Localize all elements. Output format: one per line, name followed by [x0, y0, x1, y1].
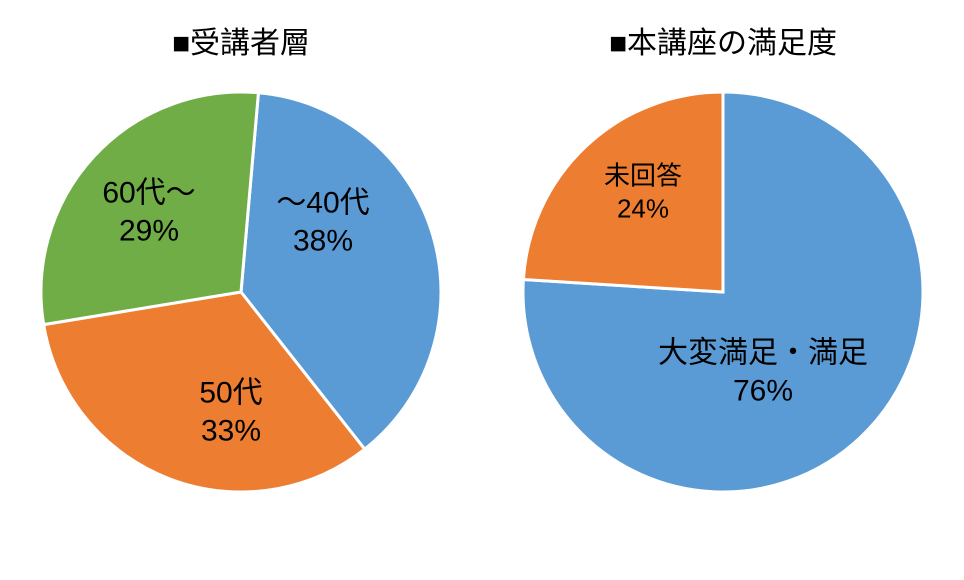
- slice-pct: 24%: [617, 193, 669, 223]
- slice-label-60s: 60代～ 29%: [102, 175, 195, 250]
- pie-svg-satisfaction: [513, 72, 933, 512]
- slice-pct: 38%: [293, 224, 353, 257]
- slice-text: 50代: [199, 377, 262, 410]
- slice-text: 大変満足・満足: [658, 337, 868, 370]
- title-satisfaction: ■本講座の満足度: [609, 18, 837, 62]
- slice-text: 未回答: [604, 161, 682, 191]
- slice-label-satisfied: 大変満足・満足 76%: [658, 335, 868, 410]
- slice-pct: 33%: [201, 414, 261, 447]
- chart-container: ■受講者層 ～40代 38% 50代 33% 60代～ 29% ■本講座の満足度…: [0, 0, 964, 580]
- panel-attendees: ■受講者層 ～40代 38% 50代 33% 60代～ 29%: [31, 0, 451, 512]
- pie-satisfaction: 大変満足・満足 76% 未回答 24%: [513, 72, 933, 512]
- slice-label-noanswer: 未回答 24%: [604, 160, 682, 225]
- slice-label-50s: 50代 33%: [199, 375, 262, 450]
- slice-text: 60代～: [102, 177, 195, 210]
- slice-pct: 29%: [119, 214, 179, 247]
- panel-satisfaction: ■本講座の満足度 大変満足・満足 76% 未回答 24%: [513, 0, 933, 512]
- slice-text: ～40代: [276, 187, 369, 220]
- pie-attendees: ～40代 38% 50代 33% 60代～ 29%: [31, 72, 451, 512]
- slice-pct: 76%: [733, 374, 793, 407]
- slice-label-40s: ～40代 38%: [276, 185, 369, 260]
- title-attendees: ■受講者層: [172, 18, 310, 62]
